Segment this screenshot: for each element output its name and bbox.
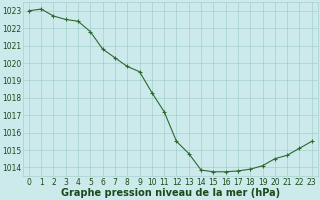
X-axis label: Graphe pression niveau de la mer (hPa): Graphe pression niveau de la mer (hPa): [61, 188, 280, 198]
